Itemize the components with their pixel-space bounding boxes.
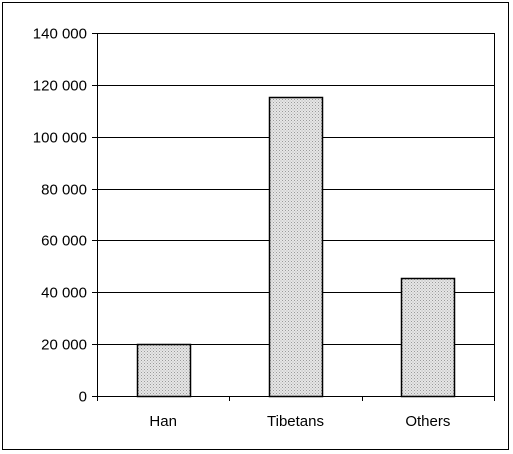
- bar-tibetans: [268, 96, 324, 398]
- y-tick-label: 60 000: [41, 233, 87, 250]
- bars: [136, 96, 456, 398]
- x-axis-ticks: Han Tibetans Others: [97, 396, 495, 430]
- y-tick-label: 20 000: [41, 337, 87, 354]
- bar-han: [136, 343, 192, 398]
- y-tick-label: 100 000: [33, 130, 87, 147]
- x-tick-label: Tibetans: [267, 413, 324, 430]
- y-tick-label: 120 000: [33, 78, 87, 95]
- bar-others: [400, 277, 456, 398]
- y-tick-label: 0: [79, 389, 87, 406]
- y-tick-label: 80 000: [41, 182, 87, 199]
- y-axis-ticks: 0 20 000 40 000 60 000 80 000 100 000 120 000 1…: [33, 26, 97, 406]
- x-tick-label: Han: [149, 413, 177, 430]
- y-tick-label: 140 000: [33, 26, 87, 43]
- y-tick-label: 40 000: [41, 285, 87, 302]
- x-tick-label: Others: [405, 413, 450, 430]
